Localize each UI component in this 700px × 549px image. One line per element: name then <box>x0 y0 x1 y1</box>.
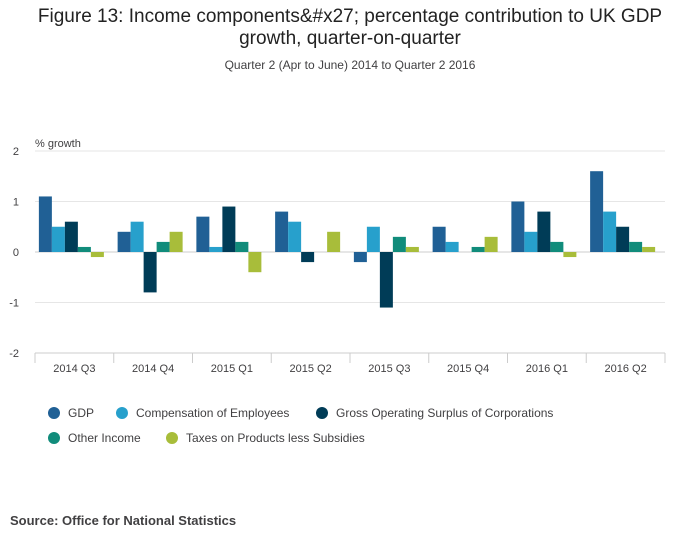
x-tick-label: 2015 Q1 <box>211 363 253 375</box>
bar <box>603 211 617 252</box>
bar <box>445 241 459 252</box>
bar <box>590 171 604 252</box>
bar <box>563 252 577 258</box>
bar <box>353 252 367 263</box>
x-tick-label: 2014 Q3 <box>53 363 95 375</box>
bar <box>64 221 78 252</box>
legend-label: Compensation of Employees <box>136 406 290 420</box>
legend-swatch <box>48 432 60 444</box>
bar <box>511 201 525 252</box>
legend-swatch <box>166 432 178 444</box>
x-tick-label: 2014 Q4 <box>132 363 174 375</box>
legend-item: GDP <box>48 406 94 420</box>
x-tick-label: 2016 Q1 <box>526 363 568 375</box>
legend-item: Compensation of Employees <box>116 406 289 420</box>
legend-item: Gross Operating Surplus of Corporations <box>316 406 553 420</box>
bar <box>537 211 551 252</box>
bar <box>275 211 289 252</box>
bar <box>77 246 91 252</box>
bar <box>51 226 65 252</box>
bar <box>117 231 131 252</box>
bar <box>222 206 236 252</box>
bar <box>143 252 157 293</box>
bar <box>432 226 446 252</box>
legend-label: Other Income <box>68 431 141 445</box>
legend-swatch <box>116 407 128 419</box>
chart-canvas: 2 1 0 -1 -2 % growth 2014 Q3 2014 Q4 2015 Q1 2015… <box>9 138 666 375</box>
chart-title: Figure 13: Income components&#x27; perce… <box>0 6 700 50</box>
legend-label: Gross Operating Surplus of Corporations <box>336 406 554 420</box>
bar <box>156 241 170 252</box>
bar <box>130 221 144 252</box>
bar <box>550 241 564 252</box>
legend-label: GDP <box>68 406 95 420</box>
bar <box>288 221 302 252</box>
bar <box>196 216 210 252</box>
y-tick-label: 0 <box>13 247 19 259</box>
bar <box>642 246 656 252</box>
bar <box>366 226 380 252</box>
y-axis-label: % growth <box>35 138 81 150</box>
bar <box>392 236 406 252</box>
bar <box>235 241 249 252</box>
bar <box>38 196 52 252</box>
legend-label: Taxes on Products less Subsidies <box>186 431 365 445</box>
x-tick-label: 2015 Q2 <box>290 363 332 375</box>
bar <box>616 226 630 252</box>
source-note: Source: Office for National Statistics <box>10 513 237 528</box>
legend-swatch <box>316 407 328 419</box>
bar <box>524 231 538 252</box>
bar <box>90 252 104 258</box>
bar <box>169 231 183 252</box>
y-tick-label: -1 <box>9 298 19 310</box>
bar <box>248 252 262 273</box>
chart-title-line-1: Figure 13: Income components&#x27; perce… <box>37 6 663 27</box>
legend-swatch <box>48 407 60 419</box>
chart-title-line-2: growth, quarter-on-quarter <box>239 28 461 49</box>
chart-subtitle: Quarter 2 (Apr to June) 2014 to Quarter … <box>224 58 476 72</box>
bar <box>301 252 315 263</box>
legend-item: Taxes on Products less Subsidies <box>166 431 365 445</box>
y-tick-label: -2 <box>9 348 19 360</box>
bar <box>209 246 223 252</box>
x-tick-label: 2015 Q4 <box>447 363 489 375</box>
y-tick-label: 1 <box>13 197 19 209</box>
bar <box>484 236 498 252</box>
x-tick-label: 2015 Q3 <box>368 363 410 375</box>
bar <box>405 246 419 252</box>
bar <box>327 231 341 252</box>
bar <box>629 241 643 252</box>
y-tick-label: 2 <box>13 146 19 158</box>
legend-item: Other Income <box>48 431 141 445</box>
bar <box>471 246 485 252</box>
bar <box>379 252 393 308</box>
x-tick-label: 2016 Q2 <box>605 363 647 375</box>
